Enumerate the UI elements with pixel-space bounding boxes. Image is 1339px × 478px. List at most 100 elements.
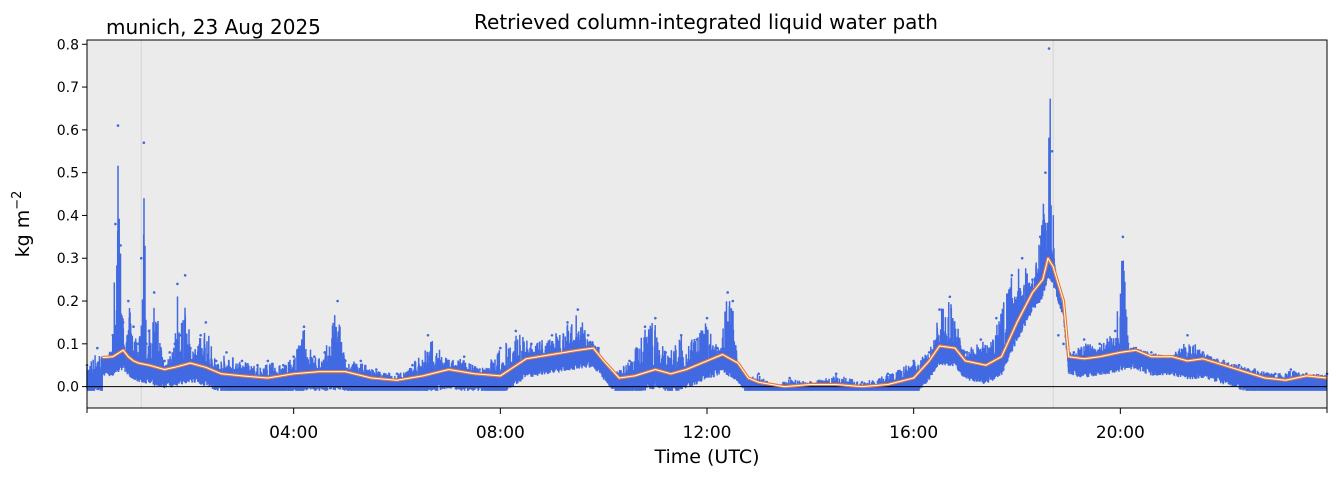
raw-peak-point (139, 256, 143, 260)
raw-peak-point (462, 355, 466, 358)
y-axis-label-base: kg m (12, 210, 34, 258)
raw-peak-point (178, 333, 182, 337)
y-tick-label: 0.8 (57, 37, 79, 53)
raw-peak-point (147, 329, 151, 333)
raw-peak-point (1113, 329, 1117, 333)
raw-peak-point (1082, 338, 1086, 341)
raw-peak-point (313, 355, 316, 358)
raw-peak-point (111, 333, 115, 337)
raw-peak-point (225, 351, 228, 354)
raw-peak-point (282, 363, 285, 367)
raw-peak-point (96, 346, 99, 350)
raw-peak-point (1062, 342, 1065, 346)
raw-peak-point (1237, 363, 1241, 367)
raw-peak-point (183, 274, 187, 277)
raw-peak-point (1222, 359, 1225, 363)
raw-peak-point (964, 351, 967, 354)
raw-peak-point (1186, 333, 1189, 337)
raw-peak-point (1057, 333, 1060, 337)
x-axis: 04:00 08:00 12:00 16:00 20:00 (86, 408, 1328, 443)
raw-peak-point (726, 291, 729, 294)
raw-peak-point (375, 368, 378, 371)
raw-peak-point (664, 351, 667, 354)
raw-peak-point (114, 222, 117, 226)
raw-peak-point (163, 359, 166, 363)
raw-peak-point (1044, 171, 1047, 174)
location-date-label: munich, 23 Aug 2025 (106, 15, 321, 39)
raw-peak-point (948, 295, 952, 299)
raw-peak-point (499, 346, 502, 350)
raw-peak-point (292, 355, 295, 358)
raw-peak-point (1050, 149, 1054, 153)
raw-peak-point (514, 329, 518, 333)
smooth-series (102, 256, 1328, 389)
raw-peak-point (411, 363, 414, 367)
raw-peak-point (695, 338, 698, 341)
raw-peak-point (576, 308, 580, 311)
raw-peak-point (1126, 342, 1130, 346)
raw-peak-point (566, 321, 569, 324)
raw-peak-point (927, 351, 931, 354)
raw-peak-point (1072, 351, 1076, 354)
y-tick-label: 0.1 (57, 337, 79, 353)
raw-peak-point (119, 244, 122, 247)
raw-peak-point (1253, 368, 1256, 371)
raw-peak-point (137, 342, 140, 346)
y-tick-label: 0.6 (57, 123, 79, 139)
raw-peak-point (1038, 235, 1042, 239)
y-tick-label: 0.3 (57, 251, 79, 267)
raw-peak-point (256, 363, 259, 367)
x-tick-label: 12:00 (683, 423, 732, 443)
raw-peak-point (834, 372, 838, 376)
raw-peak-point (359, 359, 363, 363)
raw-peak-point (602, 363, 605, 367)
chart-title: Retrieved column-integrated liquid water… (474, 10, 938, 34)
raw-peak-point (643, 325, 647, 328)
raw-peak-point (1274, 372, 1277, 376)
raw-peak-point (323, 351, 326, 354)
y-tick-label: 0.2 (57, 294, 79, 310)
raw-peak-point (116, 124, 120, 127)
raw-peak-point (586, 333, 590, 337)
raw-peak-point (550, 333, 554, 337)
raw-peak-point (344, 359, 347, 363)
raw-peak-point (705, 316, 709, 320)
raw-peak-point (302, 325, 306, 328)
x-tick-label: 16:00 (889, 423, 938, 443)
raw-peak-point (1098, 342, 1101, 346)
raw-peak-point (1121, 235, 1125, 239)
raw-peak-point (530, 342, 533, 346)
y-tick-label: 0.7 (57, 80, 79, 96)
raw-peak-point (912, 359, 915, 363)
raw-peak-point (142, 141, 146, 144)
raw-peak-point (979, 338, 983, 341)
raw-peak-point (478, 368, 481, 371)
raw-peak-point (628, 359, 631, 363)
raw-peak-point (266, 359, 270, 363)
raw-peak-point (199, 333, 202, 337)
smoothed-line-inner (102, 257, 1328, 388)
raw-peak-point (204, 321, 208, 324)
raw-peak-point (757, 372, 760, 376)
raw-peak-point (152, 291, 156, 294)
y-axis-label: kg m−2 (10, 191, 34, 258)
x-tick-label: 20:00 (1096, 423, 1145, 443)
raw-peak-point (597, 346, 600, 350)
raw-peak-point (860, 381, 864, 384)
raw-peak-point (886, 372, 890, 376)
raw-peak-point (214, 359, 218, 363)
raw-peak-point (173, 342, 177, 346)
y-axis-label-exponent: −2 (10, 191, 25, 210)
raw-peak-point (447, 359, 450, 363)
raw-peak-point (1289, 368, 1293, 371)
raw-peak-point (995, 316, 998, 320)
raw-peak-point (788, 376, 791, 380)
raw-peak-point (1010, 274, 1014, 277)
y-axis: 0.0 0.1 0.2 0.3 0.4 0.5 0.6 0.7 0.8 (57, 37, 87, 396)
raw-peak-point (132, 325, 135, 328)
raw-peak-point (654, 316, 657, 320)
x-axis-label: Time (UTC) (653, 446, 759, 468)
raw-peak-point (1150, 351, 1153, 354)
raw-peak-point (145, 342, 148, 346)
y-tick-label: 0.0 (57, 380, 79, 396)
